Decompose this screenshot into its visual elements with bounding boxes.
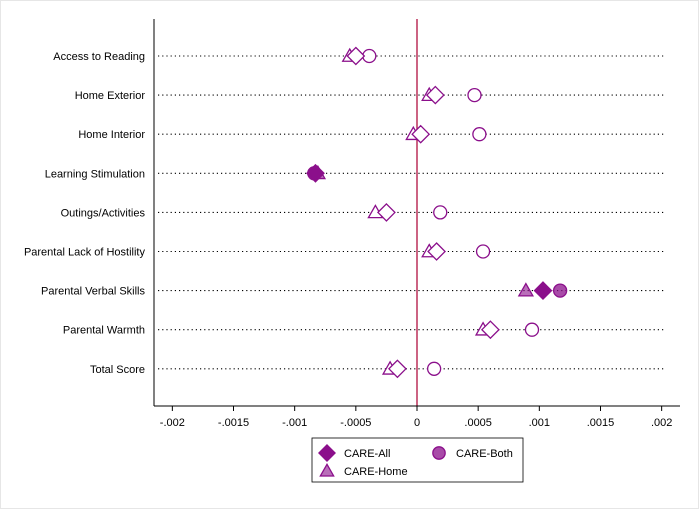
care-both-point — [552, 283, 568, 298]
care-both-point — [472, 127, 487, 142]
x-tick-label: -.002 — [160, 417, 185, 429]
category-label: Outings/Activities — [61, 207, 146, 219]
data-markers — [306, 46, 568, 379]
care-all-point — [480, 320, 500, 340]
legend-label: CARE-Both — [456, 448, 513, 460]
care-both-point — [524, 322, 540, 337]
category-label: Total Score — [90, 364, 145, 376]
x-tick-label: .0015 — [587, 417, 615, 429]
care-all-point — [376, 202, 396, 222]
legend-label: CARE-All — [344, 448, 390, 460]
care-both-point — [433, 205, 448, 220]
category-labels: Access to Reading Home Exterior Home Inter… — [24, 51, 146, 376]
category-label: Parental Lack of Hostility — [24, 247, 146, 259]
x-tick-label: .001 — [529, 417, 550, 429]
category-label: Access to Reading — [53, 51, 145, 63]
legend-box — [311, 437, 524, 483]
legend-triangle-icon — [319, 463, 335, 477]
x-tick-label: -.0015 — [218, 417, 249, 429]
category-label: Home Interior — [78, 129, 145, 141]
axes — [153, 19, 680, 411]
category-label: Parental Verbal Skills — [41, 286, 145, 298]
care-all-point — [533, 281, 553, 301]
category-label: Home Exterior — [75, 90, 146, 102]
care-home-point — [517, 282, 534, 297]
care-both-point — [467, 87, 482, 103]
category-label: Parental Warmth — [63, 325, 145, 337]
care-all-point — [346, 46, 366, 66]
x-tick-label: -.001 — [282, 417, 307, 429]
legend-circle-icon — [432, 446, 446, 460]
x-tick-label: .0005 — [464, 417, 492, 429]
category-label: Learning Stimulation — [45, 168, 145, 180]
legend-label: CARE-Home — [344, 466, 408, 478]
x-tick-label: .002 — [651, 417, 672, 429]
x-tick-label: 0 — [414, 417, 420, 429]
x-tick-label: -.0005 — [340, 417, 371, 429]
care-all-point — [427, 242, 446, 261]
legend: CARE-All CARE-Both CARE-Home — [311, 437, 524, 483]
legend-diamond-icon — [318, 444, 336, 462]
care-all-point — [411, 124, 431, 144]
care-both-point — [475, 244, 491, 259]
x-tick-labels: -.002 -.0015 -.001 -.0005 0 .0005 .001 .0015 .00… — [160, 417, 673, 429]
care-all-point — [425, 85, 445, 105]
grid-lines — [158, 55, 664, 370]
care-all-point — [388, 359, 407, 379]
care-all-point — [306, 163, 325, 183]
care-both-point — [426, 361, 442, 376]
